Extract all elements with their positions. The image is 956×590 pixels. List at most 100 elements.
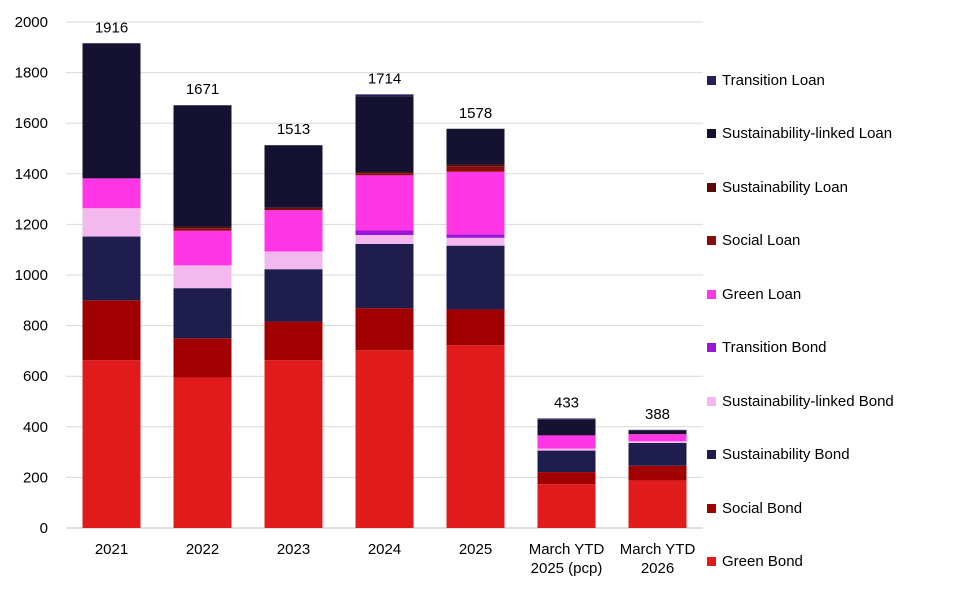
bar-segment-sustainability-linked-loan: [82, 43, 141, 179]
total-label: 1916: [95, 19, 128, 36]
bar-segment-sustainability-linked-bond: [537, 448, 596, 451]
bar-segment-sustainability-linked-loan: [355, 96, 414, 173]
legend-item: Sustainability Loan: [707, 177, 848, 197]
total-label: 388: [645, 406, 670, 423]
bar-segment-sustainability-bond: [173, 288, 232, 339]
x-tick-label: 2021: [95, 541, 128, 558]
legend-swatch: [707, 75, 716, 85]
bar-segment-transition-bond: [446, 234, 505, 238]
bar-segment-green-bond: [628, 480, 687, 528]
legend-swatch: [707, 236, 716, 245]
bar-segment-social-bond: [537, 472, 596, 485]
total-label: 433: [554, 394, 579, 411]
bar-segment-social-bond: [355, 308, 414, 351]
bar-segment-transition-loan: [355, 94, 414, 97]
bar-segment-social-loan: [446, 166, 505, 172]
legend-swatch: [707, 129, 716, 138]
legend-swatch: [707, 450, 716, 459]
bar-segment-social-bond: [264, 321, 323, 361]
legend-swatch: [707, 503, 716, 513]
bar-segment-sustainability-linked-bond: [173, 265, 232, 289]
bar-segment-social-loan: [355, 173, 414, 176]
bar-segment-green-loan: [264, 210, 323, 252]
total-label: 1513: [277, 121, 310, 138]
legend-swatch: [707, 557, 716, 566]
legend-item: Sustainability-linked Loan: [707, 124, 892, 144]
bar-segment-transition-loan: [628, 429, 687, 431]
bar-segment-transition-loan: [537, 418, 596, 420]
legend-item: Green Bond: [707, 552, 803, 572]
y-tick-label: 2000: [15, 14, 48, 31]
bar-segment-social-bond: [173, 338, 232, 378]
y-tick-label: 0: [40, 520, 48, 537]
bar-segment-sustainability-bond: [446, 245, 505, 310]
legend-label: Sustainability-linked Loan: [722, 125, 893, 142]
legend-item: Sustainability-linked Bond: [707, 391, 894, 411]
legend-label: Sustainability Loan: [722, 178, 848, 196]
legend-item: Transition Bond: [707, 338, 827, 358]
bar-segment-sustainability-linked-bond: [628, 441, 687, 443]
bar-segment-sustainability-linked-loan: [628, 430, 687, 435]
y-tick-label: 1600: [15, 115, 48, 132]
bar-segment-green-bond: [355, 350, 414, 528]
bar-segment-green-bond: [537, 484, 596, 528]
legend-label: Transition Loan: [722, 71, 825, 89]
bar-segment-sustainability-linked-loan: [264, 145, 323, 208]
y-tick-label: 800: [23, 318, 48, 335]
bar-segment-social-loan: [173, 228, 232, 231]
bar-segment-green-bond: [446, 345, 505, 528]
y-tick-label: 600: [23, 368, 48, 385]
bar-segment-sustainability-bond: [537, 450, 596, 473]
bars: [82, 43, 687, 528]
legend-item: Green Loan: [707, 284, 801, 304]
bar-segment-social-bond: [82, 300, 141, 361]
y-tick-label: 1400: [15, 166, 48, 183]
bar-segment-green-loan: [82, 178, 141, 209]
bar-segment-sustainability-bond: [628, 442, 687, 466]
bar-segment-sustainability-linked-loan: [173, 105, 232, 227]
legend-label: Social Loan: [722, 232, 801, 249]
y-axis-ticks: 0 200 400 600 800 1000 1200 1400 1600 1800 2000: [15, 14, 48, 537]
bar-segment-transition-bond: [355, 230, 414, 236]
total-label: 1671: [186, 81, 219, 98]
legend-item: Social Loan: [707, 231, 800, 251]
bar-segment-sustainability-linked-loan: [537, 419, 596, 436]
total-labels: 1916 1671 1513 1714 1578 433 388: [95, 19, 670, 423]
total-label: 1578: [459, 105, 492, 122]
bar-segment-green-bond: [173, 377, 232, 528]
x-tick-label: 2024: [368, 541, 401, 558]
bar-segment-social-bond: [628, 465, 687, 481]
bar-segment-sustainability-bond: [355, 243, 414, 309]
bar-segment-sustainability-loan: [173, 226, 232, 229]
bar-segment-green-loan: [173, 230, 232, 266]
bar-segment-sustainability-linked-bond: [446, 237, 505, 246]
bar-segment-green-loan: [628, 434, 687, 442]
bar-segment-sustainability-bond: [82, 236, 141, 301]
y-tick-label: 1200: [15, 216, 48, 233]
x-tick-label: 2025: [459, 541, 492, 558]
bar-segment-social-bond: [446, 309, 505, 346]
legend-label: Transition Bond: [722, 339, 827, 356]
bar-segment-sustainability-linked-bond: [355, 235, 414, 244]
y-tick-label: 1800: [15, 65, 48, 82]
bar-segment-green-bond: [82, 360, 141, 528]
bar-segment-sustainability-loan: [355, 172, 414, 174]
legend-label: Sustainability Bond: [722, 446, 850, 463]
bar-segment-sustainability-linked-bond: [264, 251, 323, 270]
bar-segment-sustainability-loan: [446, 164, 505, 167]
y-tick-label: 1000: [15, 267, 48, 284]
legend-swatch: [707, 289, 716, 299]
bar-segment-sustainability-loan: [264, 207, 323, 209]
bar-segment-green-bond: [264, 360, 323, 528]
x-tick-label: March YTD 2025 (pcp): [529, 541, 605, 577]
legend-swatch: [707, 182, 716, 192]
legend-label: Social Bond: [722, 499, 803, 517]
legend-item: Sustainability Bond: [707, 445, 850, 465]
bar-segment-sustainability-linked-bond: [82, 208, 141, 237]
legend-swatch: [707, 343, 716, 352]
legend-label: Sustainability-linked Bond: [722, 392, 894, 410]
bar-segment-green-loan: [446, 171, 505, 235]
y-tick-label: 200: [23, 469, 48, 486]
x-tick-label: March YTD 2026: [620, 541, 696, 577]
